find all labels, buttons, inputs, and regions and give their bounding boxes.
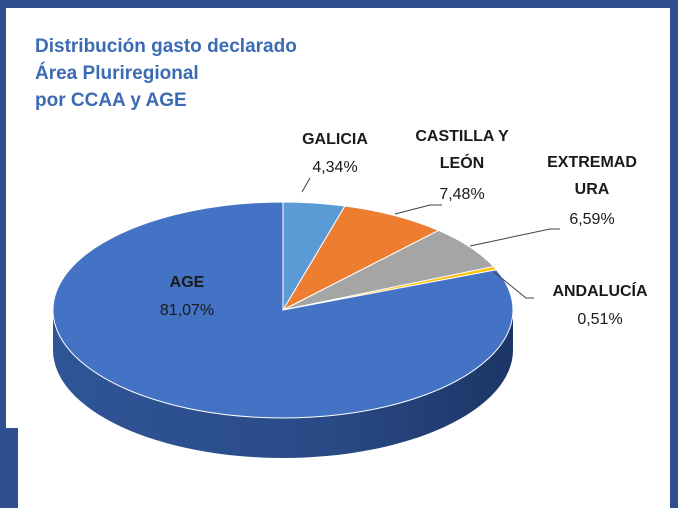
pie-slice — [281, 205, 440, 312]
value-label: 0,51% — [577, 311, 623, 328]
chart-title: Distribución gasto declarado — [35, 36, 297, 57]
leader-line — [493, 271, 534, 299]
category-label: CASTILLA Y LEÓN — [415, 128, 509, 172]
category-label: EXTREMADURA — [547, 154, 637, 198]
leader-line — [301, 177, 311, 193]
leader-lines — [301, 177, 560, 299]
leader-line — [469, 228, 560, 247]
pie-side — [53, 310, 513, 458]
value-label: 6,59% — [569, 211, 615, 228]
value-label: 7,48% — [439, 186, 485, 203]
category-label: ANDALUCÍA — [552, 283, 648, 300]
leader-line — [394, 204, 442, 215]
category-label: GALICIA — [302, 131, 368, 148]
value-label: 81,07% — [159, 302, 215, 319]
chart-title: Área Pluriregional — [35, 63, 199, 84]
chart-title: por CCAA y AGE — [35, 90, 187, 111]
value-label: 4,34% — [312, 159, 358, 176]
pie-slice — [52, 201, 514, 419]
category-label: AGE — [169, 274, 205, 291]
